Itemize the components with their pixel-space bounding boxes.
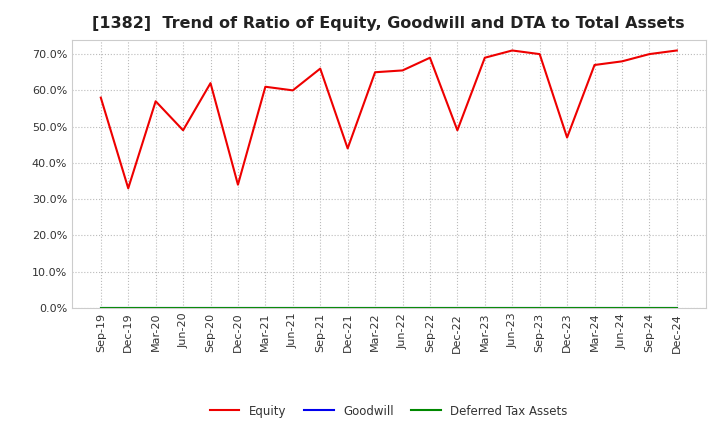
Deferred Tax Assets [563, 305, 572, 311]
Goodwill [563, 305, 572, 311]
Line: Equity: Equity [101, 51, 677, 188]
Equity [398, 68, 407, 73]
Equity [151, 99, 160, 104]
Goodwill [590, 305, 599, 311]
Goodwill [289, 305, 297, 311]
Deferred Tax Assets [289, 305, 297, 311]
Goodwill [645, 305, 654, 311]
Equity [453, 128, 462, 133]
Deferred Tax Assets [343, 305, 352, 311]
Equity [233, 182, 242, 187]
Equity [563, 135, 572, 140]
Deferred Tax Assets [261, 305, 270, 311]
Equity [536, 51, 544, 57]
Equity [289, 88, 297, 93]
Deferred Tax Assets [96, 305, 105, 311]
Goodwill [480, 305, 489, 311]
Goodwill [672, 305, 681, 311]
Deferred Tax Assets [124, 305, 132, 311]
Goodwill [426, 305, 434, 311]
Deferred Tax Assets [645, 305, 654, 311]
Equity [480, 55, 489, 60]
Goodwill [179, 305, 187, 311]
Legend: Equity, Goodwill, Deferred Tax Assets: Equity, Goodwill, Deferred Tax Assets [205, 400, 572, 422]
Deferred Tax Assets [233, 305, 242, 311]
Goodwill [96, 305, 105, 311]
Deferred Tax Assets [480, 305, 489, 311]
Equity [426, 55, 434, 60]
Equity [124, 186, 132, 191]
Deferred Tax Assets [179, 305, 187, 311]
Equity [206, 81, 215, 86]
Goodwill [124, 305, 132, 311]
Deferred Tax Assets [398, 305, 407, 311]
Deferred Tax Assets [426, 305, 434, 311]
Deferred Tax Assets [151, 305, 160, 311]
Deferred Tax Assets [618, 305, 626, 311]
Goodwill [233, 305, 242, 311]
Deferred Tax Assets [508, 305, 516, 311]
Equity [371, 70, 379, 75]
Goodwill [261, 305, 270, 311]
Deferred Tax Assets [316, 305, 325, 311]
Title: [1382]  Trend of Ratio of Equity, Goodwill and DTA to Total Assets: [1382] Trend of Ratio of Equity, Goodwil… [92, 16, 685, 32]
Goodwill [618, 305, 626, 311]
Goodwill [508, 305, 516, 311]
Equity [590, 62, 599, 68]
Deferred Tax Assets [206, 305, 215, 311]
Goodwill [343, 305, 352, 311]
Equity [618, 59, 626, 64]
Equity [645, 51, 654, 57]
Equity [96, 95, 105, 100]
Goodwill [536, 305, 544, 311]
Goodwill [151, 305, 160, 311]
Equity [508, 48, 516, 53]
Deferred Tax Assets [672, 305, 681, 311]
Equity [316, 66, 325, 71]
Deferred Tax Assets [453, 305, 462, 311]
Goodwill [316, 305, 325, 311]
Equity [179, 128, 187, 133]
Equity [261, 84, 270, 89]
Deferred Tax Assets [590, 305, 599, 311]
Deferred Tax Assets [536, 305, 544, 311]
Goodwill [371, 305, 379, 311]
Goodwill [453, 305, 462, 311]
Equity [672, 48, 681, 53]
Goodwill [206, 305, 215, 311]
Deferred Tax Assets [371, 305, 379, 311]
Goodwill [398, 305, 407, 311]
Equity [343, 146, 352, 151]
